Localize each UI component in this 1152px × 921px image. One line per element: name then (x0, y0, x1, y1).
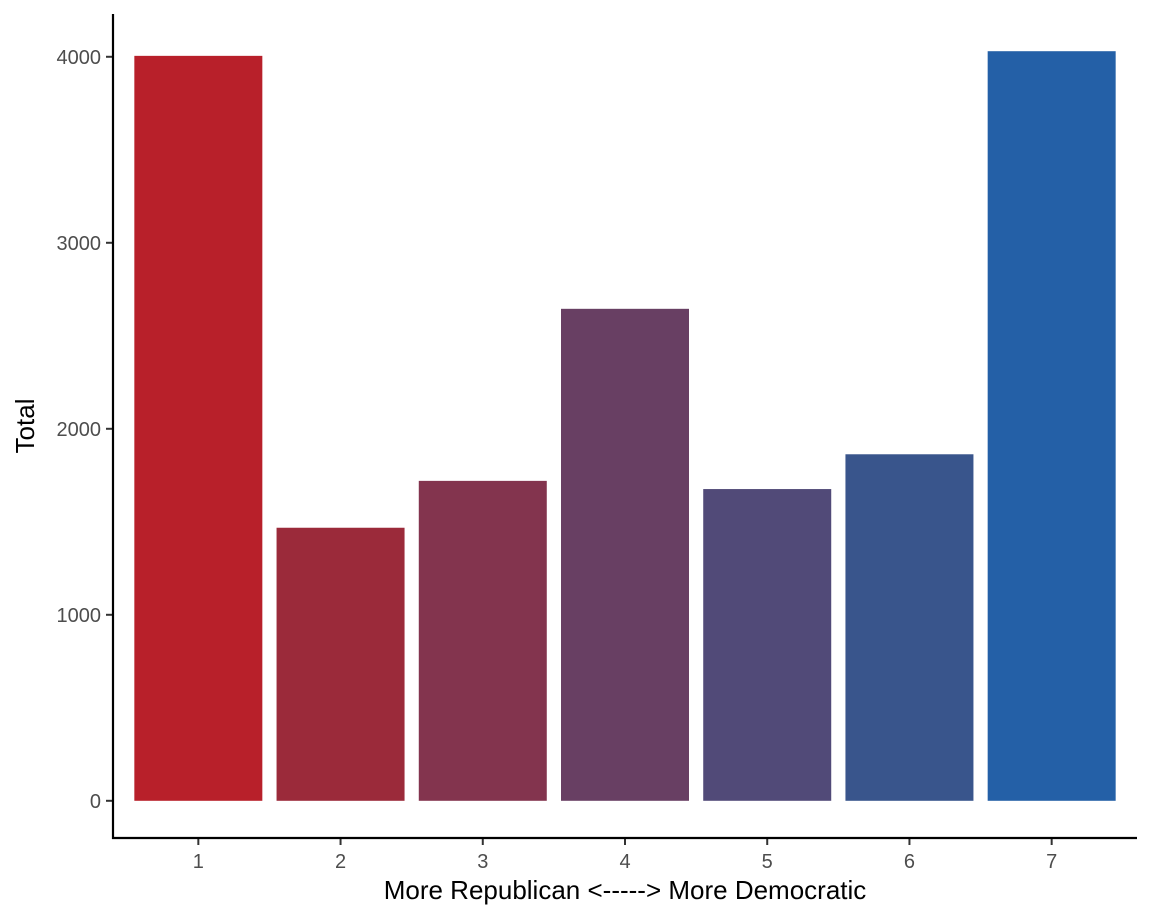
x-tick-label: 5 (762, 851, 773, 873)
x-tick-label: 2 (335, 851, 346, 873)
x-tick-label: 4 (619, 851, 630, 873)
bar-3 (418, 480, 547, 801)
x-tick-label: 6 (904, 851, 915, 873)
y-axis-ticks: 0 1000 2000 3000 4000 (57, 47, 113, 813)
bars-group (134, 51, 1116, 801)
bar-6 (845, 454, 974, 801)
x-tick-label: 1 (193, 851, 204, 873)
x-tick-label: 3 (477, 851, 488, 873)
y-tick-label: 2000 (57, 419, 102, 441)
bar-2 (276, 527, 405, 801)
bar-7 (987, 51, 1116, 801)
x-axis-title: More Republican <-----> More Democratic (384, 875, 867, 905)
x-axis-ticks: 1 2 3 4 5 6 7 (193, 838, 1057, 873)
bar-1 (134, 55, 263, 801)
y-axis-title: Total (10, 399, 40, 454)
y-tick-label: 3000 (57, 233, 102, 255)
bar-5 (703, 489, 832, 801)
bar-4 (561, 308, 689, 801)
y-tick-label: 0 (90, 791, 101, 813)
y-tick-label: 1000 (57, 605, 102, 627)
x-tick-label: 7 (1046, 851, 1057, 873)
y-tick-label: 4000 (57, 47, 102, 69)
